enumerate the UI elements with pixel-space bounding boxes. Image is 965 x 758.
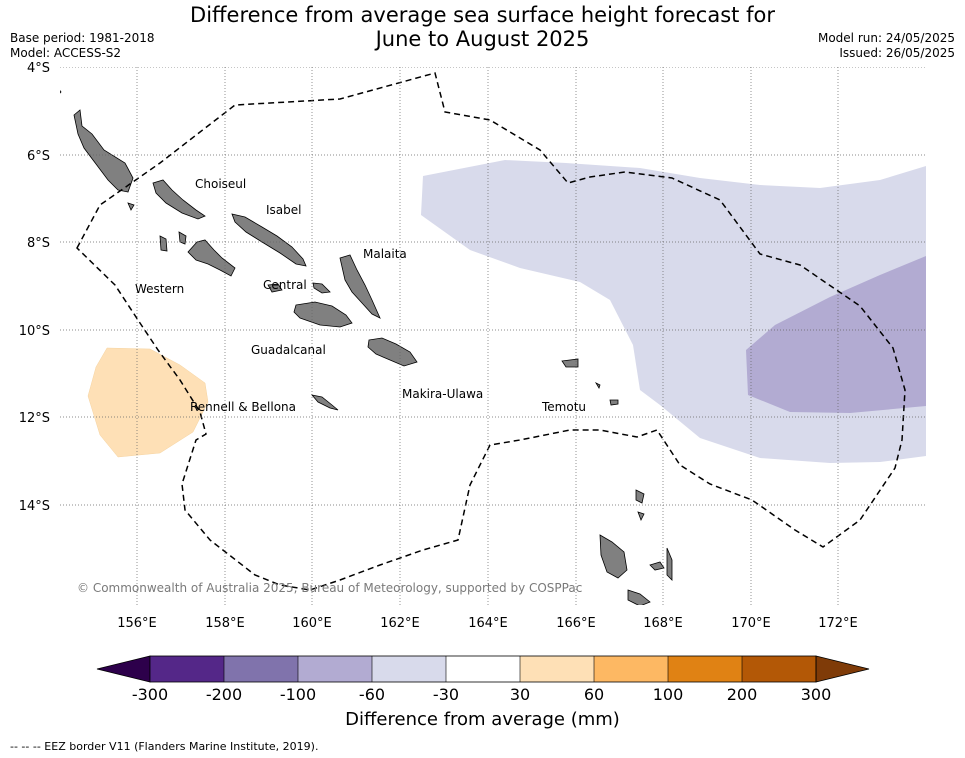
colorbar-tick-label: 200	[726, 685, 758, 704]
colorbar-tick-label: -300	[131, 685, 169, 704]
island-choiseul	[152, 179, 206, 220]
island-santa-cruz	[561, 358, 579, 368]
islands	[60, 90, 673, 605]
province-label-rennell-bellona: Rennell & Bellona	[190, 400, 296, 414]
province-label-malaita: Malaita	[363, 247, 407, 261]
title-line-2: June to August 2025	[375, 27, 590, 51]
island-malaita	[339, 254, 381, 319]
lon-label: 170°E	[731, 616, 771, 631]
province-label-central: Central	[263, 278, 307, 292]
map-title: Difference from average sea surface heig…	[0, 3, 965, 51]
island-torres	[637, 511, 645, 521]
island-bougainville	[73, 109, 134, 193]
anomaly-region-light-orange	[87, 347, 209, 458]
colorbar-tick-label: -30	[432, 685, 460, 704]
model-name: Model: ACCESS-S2	[10, 46, 122, 60]
colorbar-swatch	[298, 656, 372, 682]
island-buka	[60, 90, 62, 94]
island-makira	[367, 337, 418, 367]
lon-label: 168°E	[643, 616, 683, 631]
colorbar-arrow-low	[96, 655, 151, 683]
issued-date: Issued: 26/05/2025	[839, 46, 955, 60]
base-period: Base period: 1981-2018	[10, 31, 155, 45]
province-label-western: Western	[135, 282, 184, 296]
colorbar-tick-label: -60	[358, 685, 386, 704]
lat-label: 6°S	[27, 149, 50, 164]
colorbar-swatch	[446, 656, 520, 682]
island-vella-lavella	[159, 235, 168, 252]
island-isabel	[231, 213, 307, 267]
island-vanikoro	[609, 399, 619, 406]
lon-label: 164°E	[468, 616, 508, 631]
model-run: Model run: 24/05/2025	[817, 31, 955, 45]
colorbar-swatch	[224, 656, 298, 682]
colorbar-swatch	[520, 656, 594, 682]
island-espiritu-santo	[599, 534, 628, 579]
lat-label: 8°S	[27, 236, 50, 251]
lon-label: 166°E	[556, 616, 596, 631]
island-nggela	[312, 282, 331, 294]
model-info: Base period: 1981-2018 Model: ACCESS-S2	[10, 31, 155, 61]
island-ranongga	[178, 231, 187, 245]
colorbar-swatch	[150, 656, 224, 682]
island-russell	[267, 283, 283, 293]
colorbar-tick-label: -100	[279, 685, 317, 704]
lat-label: 14°S	[19, 499, 50, 514]
island-new-georgia	[187, 239, 236, 277]
province-label-isabel: Isabel	[266, 203, 301, 217]
eez-border	[76, 72, 906, 591]
island-rennell	[310, 394, 339, 411]
colorbar-title: Difference from average (mm)	[345, 709, 620, 730]
island-ambae	[649, 561, 665, 571]
island-malakula	[627, 589, 651, 605]
title-line-1: Difference from average sea surface heig…	[190, 3, 775, 27]
run-info: Model run: 24/05/2025 Issued: 26/05/2025	[818, 31, 955, 61]
lon-label: 158°E	[205, 616, 245, 631]
island-pentecost	[666, 547, 673, 581]
colorbar-tick-label: -200	[205, 685, 243, 704]
copyright-notice: © Commonwealth of Australia 2025, Bureau…	[77, 581, 582, 595]
province-label-makira-ulawa: Makira-Ulawa	[402, 387, 483, 401]
province-label-guadalcanal: Guadalcanal	[251, 343, 326, 357]
lon-label: 156°E	[117, 616, 157, 631]
map-area	[60, 67, 926, 605]
colorbar-arrow-high	[815, 655, 870, 683]
gridlines	[60, 67, 926, 605]
anomaly-region-mid-purple	[746, 256, 926, 413]
province-label-choiseul: Choiseul	[195, 177, 246, 191]
lat-label: 4°S	[27, 61, 50, 76]
colorbar-swatch	[668, 656, 742, 682]
colorbar	[96, 655, 870, 683]
island-utupua	[594, 382, 601, 389]
colorbar-tick-label: 30	[509, 685, 531, 704]
colorbar-tick-label: 100	[652, 685, 684, 704]
colorbar-swatch	[742, 656, 816, 682]
lat-label: 12°S	[19, 411, 50, 426]
lon-label: 162°E	[380, 616, 420, 631]
colorbar-swatch	[372, 656, 446, 682]
colorbar-tick-label: 60	[583, 685, 605, 704]
lat-label: 10°S	[19, 324, 50, 339]
lon-label: 160°E	[292, 616, 332, 631]
island-shortland	[127, 202, 135, 211]
eez-footnote: -- -- -- EEZ border V11 (Flanders Marine…	[10, 740, 319, 753]
colorbar-swatch	[594, 656, 668, 682]
province-label-temotu: Temotu	[541, 400, 586, 414]
colorbar-tick-label: 300	[800, 685, 832, 704]
island-guadalcanal	[293, 301, 353, 328]
lon-label: 172°E	[818, 616, 858, 631]
island-banks	[635, 489, 645, 504]
